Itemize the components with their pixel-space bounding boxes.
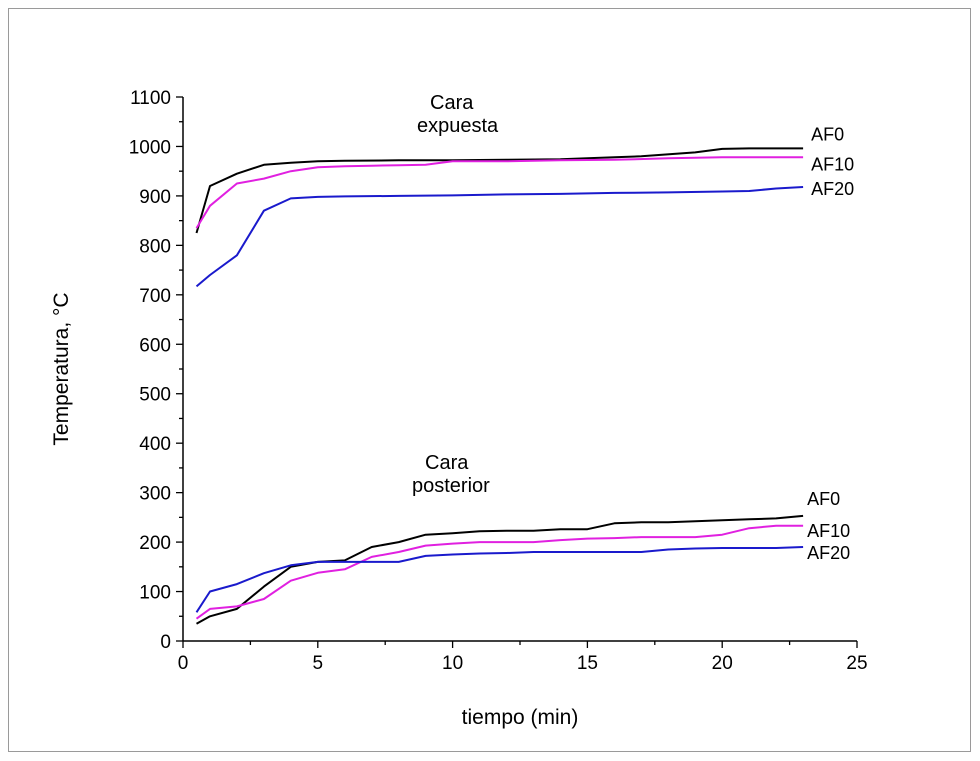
y-axis-title: Temperatura, °C <box>50 292 73 445</box>
series-end-label: AF20 <box>811 179 854 199</box>
annotation-line: Cara <box>425 452 469 474</box>
series-end-label: AF0 <box>807 489 840 509</box>
series-line-af0-expuesta <box>195 147 804 234</box>
y-tick-label: 200 <box>139 533 171 554</box>
y-tick-label: 800 <box>139 236 171 257</box>
series-line-af20-posterior <box>195 546 804 613</box>
x-tick-label: 5 <box>313 653 324 674</box>
series-end-label: AF10 <box>807 521 850 541</box>
x-tick-label: 25 <box>846 653 867 674</box>
y-tick-label: 0 <box>160 632 171 653</box>
y-tick-label: 1000 <box>129 137 171 158</box>
y-tick-label: 700 <box>139 286 171 307</box>
y-tick-label: 900 <box>139 187 171 208</box>
x-axis-title: tiempo (min) <box>462 706 579 729</box>
series-line-af0-posterior <box>196 514 804 625</box>
annotation-line: posterior <box>412 475 490 497</box>
y-tick-label: 1100 <box>130 88 171 109</box>
y-tick-label: 600 <box>139 335 171 356</box>
figure-frame <box>8 8 971 752</box>
x-tick-label: 0 <box>178 653 189 674</box>
axes: 0 5 10 15 20 25 0 100 200 300 400 500 600 700 800 900 10… <box>129 88 868 674</box>
y-tick-label: 400 <box>139 434 171 455</box>
annotation-line: Cara <box>430 92 474 114</box>
y-tick-label: 300 <box>139 484 171 505</box>
annotation-line: expuesta <box>417 115 499 137</box>
annotation-back: Cara posterior <box>412 452 490 497</box>
x-tick-label: 10 <box>442 653 463 674</box>
series-end-label: AF20 <box>807 543 850 563</box>
annotation-exposed: Cara expuesta <box>417 92 499 137</box>
series-lines <box>195 147 804 625</box>
x-tick-label: 15 <box>577 653 598 674</box>
series-end-label: AF0 <box>811 124 844 144</box>
series-line-af10-expuesta <box>195 156 804 229</box>
y-tick-label: 100 <box>139 583 171 604</box>
x-tick-label: 20 <box>712 653 733 674</box>
series-line-af10-posterior <box>195 524 804 620</box>
series-end-label: AF10 <box>811 154 854 174</box>
series-line-af20-expuesta <box>195 186 804 288</box>
y-tick-label: 500 <box>139 385 171 406</box>
